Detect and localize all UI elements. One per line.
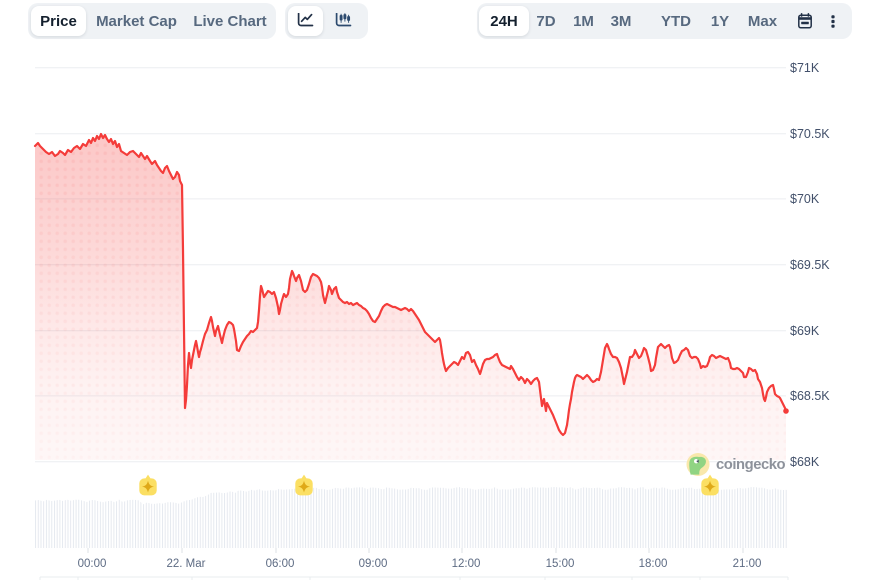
svg-text:12:00: 12:00 xyxy=(452,558,481,570)
svg-text:18:00: 18:00 xyxy=(639,558,668,570)
svg-text:$69.5K: $69.5K xyxy=(790,258,830,272)
svg-text:$70.5K: $70.5K xyxy=(790,127,830,141)
svg-text:22. Mar: 22. Mar xyxy=(167,558,206,570)
svg-text:21:00: 21:00 xyxy=(733,558,762,570)
svg-text:$71K: $71K xyxy=(790,61,820,75)
svg-text:$69K: $69K xyxy=(790,324,820,338)
svg-text:09:00: 09:00 xyxy=(359,558,388,570)
svg-text:00:00: 00:00 xyxy=(78,558,107,570)
svg-text:06:00: 06:00 xyxy=(266,558,295,570)
svg-text:coingecko: coingecko xyxy=(716,457,786,473)
svg-text:$68K: $68K xyxy=(790,455,820,469)
svg-text:$68.5K: $68.5K xyxy=(790,389,830,403)
svg-text:$70K: $70K xyxy=(790,192,820,206)
svg-text:15:00: 15:00 xyxy=(546,558,575,570)
